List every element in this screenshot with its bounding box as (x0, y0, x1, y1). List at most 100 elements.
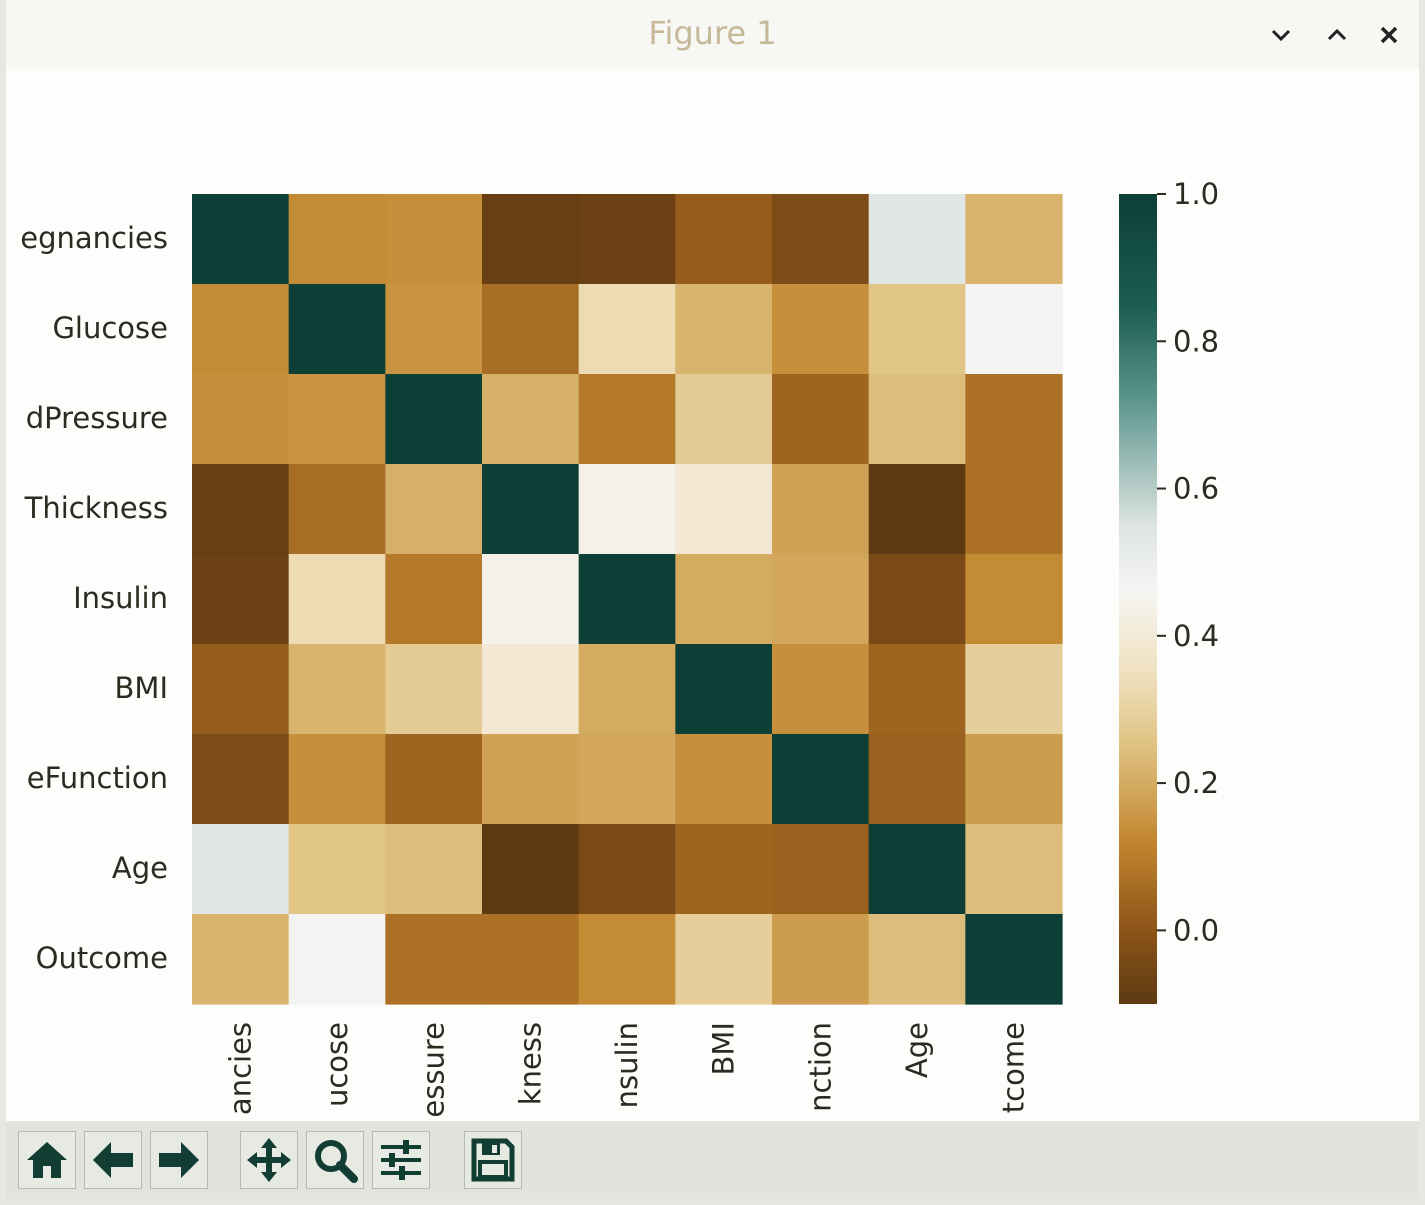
close-button[interactable] (1372, 18, 1406, 52)
heatmap-cell (868, 914, 966, 1005)
heatmap-cell (385, 644, 483, 735)
heatmap-cell (675, 644, 773, 735)
configure-subplots-button[interactable] (372, 1131, 430, 1189)
heatmap-cell (578, 194, 676, 285)
heatmap-cell (965, 464, 1063, 555)
heatmap-cell (675, 374, 773, 465)
heatmap-cell (772, 824, 870, 915)
heatmap-cell (385, 914, 483, 1005)
heatmap-cell (288, 644, 386, 735)
colorbar-tick-label: 0.2 (1173, 766, 1219, 800)
heatmap-cell (868, 374, 966, 465)
heatmap-cell (868, 194, 966, 285)
heatmap-cell (772, 464, 870, 555)
colorbar-tick-label: 0.6 (1173, 472, 1219, 506)
column-labels: ancies ucose essure kness nsulin BMI nction Age… (223, 1022, 1030, 1118)
row-label: Insulin (73, 581, 168, 615)
heatmap-cell (482, 554, 580, 645)
sliders-icon (381, 1140, 421, 1180)
heatmap-cell (868, 284, 966, 375)
maximize-button[interactable] (1320, 18, 1354, 52)
column-label: kness (513, 1022, 547, 1105)
heatmap-cell (578, 554, 676, 645)
back-button[interactable] (84, 1131, 142, 1189)
heatmap-cell (288, 824, 386, 915)
heatmap-cell (482, 644, 580, 735)
colorbar-tick-label: 0.0 (1173, 913, 1219, 947)
heatmap-cell (675, 284, 773, 375)
heatmap-cell (482, 824, 580, 915)
pan-button[interactable] (240, 1131, 298, 1189)
heatmap-cell (965, 914, 1063, 1005)
colorbar-tick-label: 0.8 (1173, 324, 1219, 358)
heatmap-cell (385, 464, 483, 555)
heatmap-cell (482, 374, 580, 465)
heatmap-cell (482, 284, 580, 375)
close-icon (1380, 26, 1398, 44)
row-label: Glucose (52, 311, 168, 345)
colorbar-tick-label: 1.0 (1173, 177, 1219, 211)
heatmap-cell (578, 464, 676, 555)
heatmap-cell (192, 374, 290, 465)
heatmap-cell (288, 914, 386, 1005)
home-button[interactable] (18, 1131, 76, 1189)
column-label: Age (900, 1022, 934, 1078)
heatmap-cell (578, 374, 676, 465)
heatmap-cell (192, 554, 290, 645)
heatmap-cell (192, 914, 290, 1005)
home-icon (27, 1142, 67, 1178)
minimize-button[interactable] (1264, 18, 1298, 52)
heatmap-cell (578, 824, 676, 915)
heatmap-cell (192, 824, 290, 915)
heatmap-cell (772, 194, 870, 285)
heatmap-cell (965, 734, 1063, 825)
chevron-down-icon (1271, 29, 1291, 42)
chevron-up-icon (1327, 28, 1347, 41)
column-label: BMI (707, 1022, 741, 1075)
heatmap-cell (772, 914, 870, 1005)
magnifier-icon (315, 1140, 358, 1183)
heatmap-cell (772, 644, 870, 735)
column-label: tcome (997, 1022, 1031, 1113)
heatmap-cell (675, 734, 773, 825)
column-label: nction (803, 1022, 837, 1112)
column-label: ancies (223, 1022, 257, 1115)
heatmap-cell (288, 284, 386, 375)
heatmap-cell (288, 734, 386, 825)
heatmap-cell (868, 644, 966, 735)
row-label: BMI (115, 671, 168, 705)
heatmap-cell (675, 824, 773, 915)
heatmap-cell (385, 554, 483, 645)
heatmap-cell (482, 914, 580, 1005)
heatmap-cell (288, 464, 386, 555)
colorbar-tick-label: 0.4 (1173, 619, 1219, 653)
zoom-button[interactable] (306, 1131, 364, 1189)
heatmap-cell (385, 734, 483, 825)
row-label: Age (112, 851, 168, 885)
figure-canvas[interactable]: egnancies Glucose dPressure Thickness Insuli… (6, 0, 1419, 1121)
column-label: ucose (320, 1022, 354, 1107)
heatmap-cell (578, 644, 676, 735)
heatmap-cell (965, 554, 1063, 645)
save-button[interactable] (464, 1131, 522, 1189)
heatmap-cell (675, 464, 773, 555)
floppy-disk-icon (471, 1138, 515, 1182)
heatmap-cell (772, 734, 870, 825)
heatmap-cell (772, 554, 870, 645)
heatmap (192, 194, 1063, 1005)
heatmap-cell (288, 374, 386, 465)
navigation-toolbar (6, 1121, 1419, 1199)
heatmap-cell (288, 554, 386, 645)
heatmap-cell (965, 194, 1063, 285)
heatmap-cell (868, 554, 966, 645)
forward-button[interactable] (150, 1131, 208, 1189)
heatmap-cell (675, 914, 773, 1005)
arrow-left-icon (93, 1142, 133, 1178)
heatmap-cell (385, 374, 483, 465)
row-labels: egnancies Glucose dPressure Thickness Insuli… (20, 221, 168, 975)
window-title: Figure 1 (648, 14, 777, 52)
heatmap-cell (192, 194, 290, 285)
heatmap-cell (192, 464, 290, 555)
heatmap-cell (192, 284, 290, 375)
row-label: egnancies (20, 221, 168, 255)
